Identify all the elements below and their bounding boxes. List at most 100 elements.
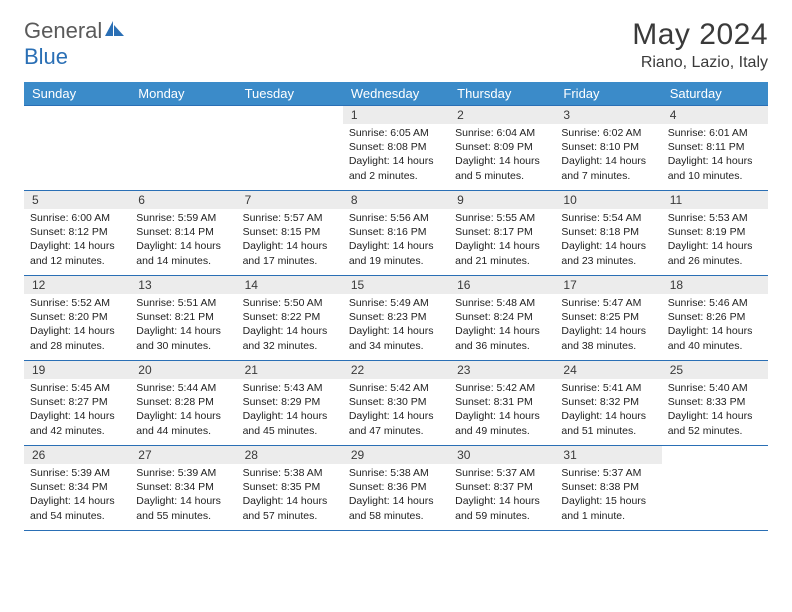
sunrise-text: Sunrise: 5:53 AM (668, 211, 762, 225)
day-number: 26 (24, 446, 130, 464)
sunset-text: Sunset: 8:35 PM (243, 480, 337, 494)
day-number: 14 (237, 276, 343, 294)
sunset-text: Sunset: 8:28 PM (136, 395, 230, 409)
calendar-body: 1Sunrise: 6:05 AMSunset: 8:08 PMDaylight… (24, 106, 768, 531)
weekday-header: Friday (555, 82, 661, 106)
daylight-text: Daylight: 14 hours and 10 minutes. (668, 154, 762, 182)
sunrise-text: Sunrise: 5:50 AM (243, 296, 337, 310)
day-number: 11 (662, 191, 768, 209)
sunrise-text: Sunrise: 5:42 AM (455, 381, 549, 395)
daylight-text: Daylight: 14 hours and 38 minutes. (561, 324, 655, 352)
weekday-header: Wednesday (343, 82, 449, 106)
calendar-cell: 11Sunrise: 5:53 AMSunset: 8:19 PMDayligh… (662, 191, 768, 276)
day-details: Sunrise: 5:38 AMSunset: 8:36 PMDaylight:… (343, 464, 449, 525)
calendar-cell: 5Sunrise: 6:00 AMSunset: 8:12 PMDaylight… (24, 191, 130, 276)
day-details: Sunrise: 6:04 AMSunset: 8:09 PMDaylight:… (449, 124, 555, 185)
sunset-text: Sunset: 8:10 PM (561, 140, 655, 154)
sunrise-text: Sunrise: 5:42 AM (349, 381, 443, 395)
sunset-text: Sunset: 8:31 PM (455, 395, 549, 409)
daylight-text: Daylight: 14 hours and 23 minutes. (561, 239, 655, 267)
day-number: 7 (237, 191, 343, 209)
sunrise-text: Sunrise: 5:57 AM (243, 211, 337, 225)
sunrise-text: Sunrise: 5:43 AM (243, 381, 337, 395)
day-number: 1 (343, 106, 449, 124)
day-number: 9 (449, 191, 555, 209)
day-details: Sunrise: 5:57 AMSunset: 8:15 PMDaylight:… (237, 209, 343, 270)
daylight-text: Daylight: 14 hours and 52 minutes. (668, 409, 762, 437)
sunset-text: Sunset: 8:21 PM (136, 310, 230, 324)
sunset-text: Sunset: 8:17 PM (455, 225, 549, 239)
day-details: Sunrise: 5:37 AMSunset: 8:37 PMDaylight:… (449, 464, 555, 525)
weekday-header: Saturday (662, 82, 768, 106)
daylight-text: Daylight: 14 hours and 12 minutes. (30, 239, 124, 267)
day-details: Sunrise: 5:42 AMSunset: 8:30 PMDaylight:… (343, 379, 449, 440)
calendar-cell: 7Sunrise: 5:57 AMSunset: 8:15 PMDaylight… (237, 191, 343, 276)
day-details: Sunrise: 5:55 AMSunset: 8:17 PMDaylight:… (449, 209, 555, 270)
calendar-cell: 24Sunrise: 5:41 AMSunset: 8:32 PMDayligh… (555, 361, 661, 446)
daylight-text: Daylight: 14 hours and 30 minutes. (136, 324, 230, 352)
sunset-text: Sunset: 8:33 PM (668, 395, 762, 409)
calendar-cell: 30Sunrise: 5:37 AMSunset: 8:37 PMDayligh… (449, 446, 555, 531)
daylight-text: Daylight: 14 hours and 58 minutes. (349, 494, 443, 522)
calendar-cell: 13Sunrise: 5:51 AMSunset: 8:21 PMDayligh… (130, 276, 236, 361)
sunrise-text: Sunrise: 5:48 AM (455, 296, 549, 310)
weekday-header: Thursday (449, 82, 555, 106)
calendar-cell: 14Sunrise: 5:50 AMSunset: 8:22 PMDayligh… (237, 276, 343, 361)
day-number: 23 (449, 361, 555, 379)
daylight-text: Daylight: 14 hours and 36 minutes. (455, 324, 549, 352)
calendar-week-row: 12Sunrise: 5:52 AMSunset: 8:20 PMDayligh… (24, 276, 768, 361)
daylight-text: Daylight: 14 hours and 14 minutes. (136, 239, 230, 267)
calendar-cell: 1Sunrise: 6:05 AMSunset: 8:08 PMDaylight… (343, 106, 449, 191)
sunset-text: Sunset: 8:19 PM (668, 225, 762, 239)
sunrise-text: Sunrise: 5:46 AM (668, 296, 762, 310)
day-details: Sunrise: 5:44 AMSunset: 8:28 PMDaylight:… (130, 379, 236, 440)
daylight-text: Daylight: 14 hours and 7 minutes. (561, 154, 655, 182)
sunrise-text: Sunrise: 5:59 AM (136, 211, 230, 225)
calendar-cell: 26Sunrise: 5:39 AMSunset: 8:34 PMDayligh… (24, 446, 130, 531)
calendar-cell (130, 106, 236, 191)
day-number: 16 (449, 276, 555, 294)
sunset-text: Sunset: 8:37 PM (455, 480, 549, 494)
day-details: Sunrise: 5:38 AMSunset: 8:35 PMDaylight:… (237, 464, 343, 525)
sunset-text: Sunset: 8:27 PM (30, 395, 124, 409)
day-number: 3 (555, 106, 661, 124)
day-details: Sunrise: 5:52 AMSunset: 8:20 PMDaylight:… (24, 294, 130, 355)
day-number: 29 (343, 446, 449, 464)
weekday-header: Sunday (24, 82, 130, 106)
daylight-text: Daylight: 14 hours and 49 minutes. (455, 409, 549, 437)
calendar-cell: 20Sunrise: 5:44 AMSunset: 8:28 PMDayligh… (130, 361, 236, 446)
day-details: Sunrise: 6:01 AMSunset: 8:11 PMDaylight:… (662, 124, 768, 185)
day-number: 20 (130, 361, 236, 379)
daylight-text: Daylight: 14 hours and 44 minutes. (136, 409, 230, 437)
sunrise-text: Sunrise: 6:00 AM (30, 211, 124, 225)
day-number: 12 (24, 276, 130, 294)
sunrise-text: Sunrise: 5:41 AM (561, 381, 655, 395)
calendar-week-row: 1Sunrise: 6:05 AMSunset: 8:08 PMDaylight… (24, 106, 768, 191)
calendar-cell: 18Sunrise: 5:46 AMSunset: 8:26 PMDayligh… (662, 276, 768, 361)
sunrise-text: Sunrise: 5:55 AM (455, 211, 549, 225)
calendar-cell: 16Sunrise: 5:48 AMSunset: 8:24 PMDayligh… (449, 276, 555, 361)
day-number: 24 (555, 361, 661, 379)
sunset-text: Sunset: 8:11 PM (668, 140, 762, 154)
day-details: Sunrise: 5:53 AMSunset: 8:19 PMDaylight:… (662, 209, 768, 270)
day-details: Sunrise: 5:41 AMSunset: 8:32 PMDaylight:… (555, 379, 661, 440)
sunrise-text: Sunrise: 5:37 AM (561, 466, 655, 480)
calendar-week-row: 26Sunrise: 5:39 AMSunset: 8:34 PMDayligh… (24, 446, 768, 531)
day-details: Sunrise: 5:50 AMSunset: 8:22 PMDaylight:… (237, 294, 343, 355)
sunrise-text: Sunrise: 6:01 AM (668, 126, 762, 140)
calendar-cell (237, 106, 343, 191)
day-number: 19 (24, 361, 130, 379)
day-number: 18 (662, 276, 768, 294)
calendar-cell: 27Sunrise: 5:39 AMSunset: 8:34 PMDayligh… (130, 446, 236, 531)
daylight-text: Daylight: 14 hours and 51 minutes. (561, 409, 655, 437)
calendar-week-row: 19Sunrise: 5:45 AMSunset: 8:27 PMDayligh… (24, 361, 768, 446)
logo-sail-icon (104, 18, 126, 44)
sunset-text: Sunset: 8:32 PM (561, 395, 655, 409)
day-details: Sunrise: 5:59 AMSunset: 8:14 PMDaylight:… (130, 209, 236, 270)
sunset-text: Sunset: 8:20 PM (30, 310, 124, 324)
day-details: Sunrise: 5:39 AMSunset: 8:34 PMDaylight:… (24, 464, 130, 525)
day-details: Sunrise: 5:46 AMSunset: 8:26 PMDaylight:… (662, 294, 768, 355)
sunrise-text: Sunrise: 5:52 AM (30, 296, 124, 310)
day-details: Sunrise: 5:39 AMSunset: 8:34 PMDaylight:… (130, 464, 236, 525)
daylight-text: Daylight: 14 hours and 54 minutes. (30, 494, 124, 522)
